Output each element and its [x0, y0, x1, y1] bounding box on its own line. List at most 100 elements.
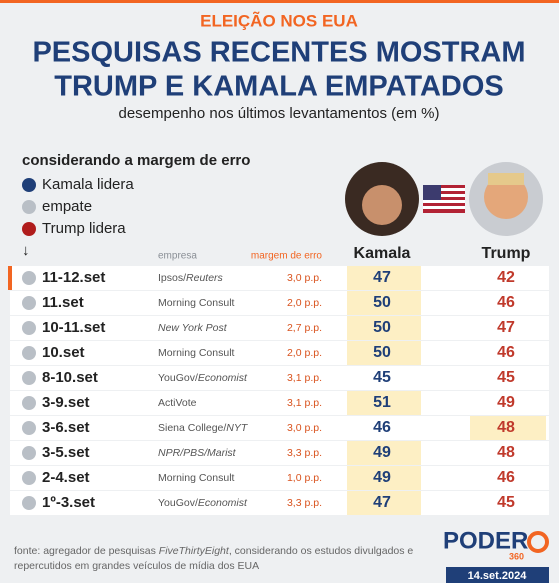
margin: 2,7 p.p.	[287, 322, 322, 334]
margin: 3,1 p.p.	[287, 397, 322, 409]
lead-cell	[347, 341, 421, 365]
status-dot	[22, 396, 36, 410]
trump-hair	[488, 173, 524, 185]
kamala-value: 45	[373, 369, 391, 386]
pollster: NPR/PBS/Marist	[158, 447, 237, 459]
kicker: ELEIÇÃO NOS EUA	[200, 10, 358, 30]
logo-sub: 360	[509, 551, 524, 561]
col-header: Kamala	[354, 245, 411, 262]
kamala-value: 51	[373, 394, 391, 411]
text-part: New York Post	[158, 322, 228, 334]
margin: 3,3 p.p.	[287, 447, 322, 459]
pollster: YouGov/Economist	[158, 497, 248, 509]
date: 2-4.set	[42, 469, 90, 486]
margin: 2,0 p.p.	[287, 297, 322, 309]
date: 11.set	[42, 294, 84, 311]
legend-title: considerando a margem de erro	[22, 152, 250, 169]
new-marker	[8, 266, 12, 290]
row	[10, 441, 549, 465]
trump-value: 46	[497, 344, 515, 361]
legend-dot	[22, 200, 36, 214]
lead-cell	[470, 416, 546, 440]
title: TRUMP E KAMALA EMPATADOS	[54, 71, 504, 103]
kamala-value: 50	[373, 294, 391, 311]
source: repercutidos em grandes veículos de mídi…	[14, 560, 259, 572]
text-part: Economist	[198, 372, 248, 384]
status-dot	[22, 421, 36, 435]
margin: 1,0 p.p.	[287, 472, 322, 484]
date: 3-9.set	[42, 394, 90, 411]
text-part: Morning Consult	[158, 297, 235, 309]
row	[10, 266, 549, 290]
date: 1º-3.set	[42, 494, 95, 511]
kamala-value: 49	[373, 469, 391, 486]
status-dot	[22, 446, 36, 460]
status-dot	[22, 496, 36, 510]
top-rule	[0, 0, 559, 3]
text-part: Siena College/	[158, 422, 226, 434]
col-header: Trump	[482, 245, 531, 262]
text-part: YouGov/	[158, 372, 198, 384]
text-part: NPR/PBS/Marist	[158, 447, 237, 459]
pollster: Ipsos/Reuters	[158, 272, 224, 284]
title: PESQUISAS RECENTES MOSTRAM	[32, 37, 525, 69]
subtitle: desempenho nos últimos levantamentos (em…	[119, 105, 440, 122]
margin: 3,3 p.p.	[287, 497, 322, 509]
date: 3-5.set	[42, 444, 90, 461]
date-bar	[446, 567, 549, 583]
row	[10, 366, 549, 390]
trump-face	[484, 175, 528, 219]
legend-label: empate	[42, 198, 92, 215]
col-header: empresa	[158, 251, 197, 262]
margin: 3,0 p.p.	[287, 422, 322, 434]
pollster: ActiVote	[158, 397, 197, 409]
row	[10, 466, 549, 490]
source: fonte: agregador de pesquisas FiveThirty…	[14, 545, 413, 557]
text-part: , considerando os estudos divulgados e	[229, 545, 414, 557]
text-part: ActiVote	[158, 397, 197, 409]
pollster: Morning Consult	[158, 347, 235, 359]
trump-value: 46	[497, 294, 515, 311]
status-dot	[22, 271, 36, 285]
row	[10, 291, 549, 315]
trump-value: 48	[497, 419, 515, 436]
text-part: fonte: agregador de pesquisas	[14, 545, 159, 557]
kamala-value: 49	[373, 444, 391, 461]
date: 8-10.set	[42, 369, 98, 386]
margin: 3,1 p.p.	[287, 372, 322, 384]
kamala-value: 50	[373, 319, 391, 336]
pollster: Morning Consult	[158, 297, 235, 309]
lead-cell	[347, 316, 421, 340]
lead-cell	[347, 466, 421, 490]
status-dot	[22, 346, 36, 360]
text-part: Morning Consult	[158, 347, 235, 359]
text-part: Economist	[198, 497, 248, 509]
lead-cell	[347, 391, 421, 415]
logo: PODER	[443, 527, 528, 554]
status-dot	[22, 371, 36, 385]
row	[10, 316, 549, 340]
trump-value: 47	[497, 319, 515, 336]
text-part: Ipsos/	[158, 272, 186, 284]
text-part: NYT	[226, 422, 249, 434]
date: 10.set	[42, 344, 85, 361]
date: 14.set.2024	[468, 570, 528, 582]
date: 3-6.set	[42, 419, 90, 436]
row	[10, 391, 549, 415]
status-dot	[22, 296, 36, 310]
pollster: New York Post	[158, 322, 228, 334]
kamala-value: 46	[373, 419, 391, 436]
text-part: Reuters	[186, 272, 224, 284]
status-dot	[22, 321, 36, 335]
text-part: Morning Consult	[158, 472, 235, 484]
lead-cell	[347, 441, 421, 465]
lead-cell	[347, 291, 421, 315]
margin: 3,0 p.p.	[287, 272, 322, 284]
lead-cell	[347, 491, 421, 515]
trump-value: 49	[497, 394, 515, 411]
row	[10, 341, 549, 365]
text-part: FiveThirtyEight	[159, 545, 230, 557]
date: 10-11.set	[42, 319, 105, 336]
row	[10, 416, 549, 440]
